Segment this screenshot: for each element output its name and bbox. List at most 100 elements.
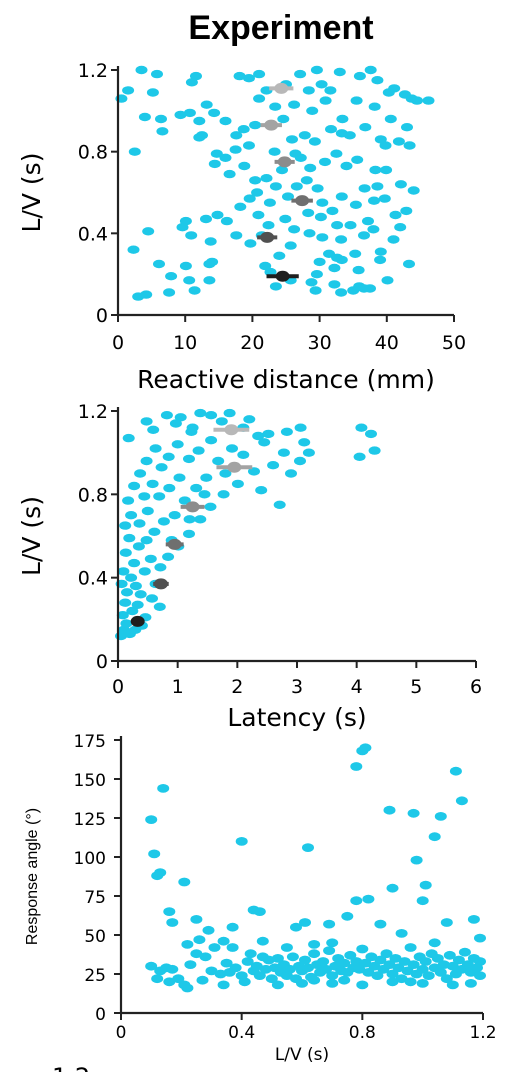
x-tick-label: 40: [375, 332, 399, 354]
data-point: [144, 554, 157, 564]
data-point: [154, 563, 167, 572]
data-point: [214, 969, 227, 979]
x-tick-label: 3: [291, 676, 303, 698]
y-tick-label: 0: [96, 651, 108, 673]
figure-title: Experiment: [188, 9, 373, 47]
data-point: [190, 915, 203, 924]
data-point: [128, 147, 141, 156]
mean-marker: [274, 82, 289, 94]
y-tick-label: 1.2: [78, 401, 108, 423]
data-point: [258, 438, 271, 447]
data-point: [183, 515, 196, 524]
data-point: [384, 114, 397, 124]
data-point: [140, 456, 153, 466]
data-point: [200, 473, 213, 482]
data-point: [146, 479, 159, 489]
data-point: [299, 955, 311, 965]
mean-marker: [260, 231, 275, 243]
data-point: [352, 265, 365, 275]
data-point: [326, 938, 339, 948]
data-point: [368, 196, 380, 205]
data-point: [149, 444, 162, 453]
data-point: [157, 784, 170, 793]
data-point: [263, 198, 276, 207]
y-tick-label: 0: [95, 1005, 106, 1025]
data-point: [154, 868, 167, 877]
data-point: [260, 174, 273, 183]
y-tick-label: 175: [74, 732, 106, 752]
data-point: [365, 952, 378, 962]
x-tick-label: 10: [173, 332, 197, 354]
data-point: [133, 519, 146, 528]
data-point: [208, 943, 221, 952]
data-point: [364, 65, 377, 75]
x-tick-label: 20: [240, 332, 264, 354]
data-point: [311, 184, 324, 193]
y-tick-label: 50: [84, 927, 106, 947]
data-point: [267, 461, 280, 470]
data-point: [411, 96, 423, 105]
data-point: [251, 188, 264, 197]
data-point: [434, 968, 447, 977]
x-tick-label: 30: [308, 332, 332, 354]
data-point: [248, 467, 260, 476]
data-point: [255, 486, 268, 495]
data-point: [359, 123, 372, 132]
mean-marker: [130, 615, 145, 627]
mean-marker: [185, 501, 200, 513]
data-point: [326, 971, 339, 980]
data-point: [153, 492, 166, 501]
data-point: [235, 837, 248, 846]
data-point: [151, 974, 164, 984]
data-point: [353, 452, 366, 461]
data-point: [350, 957, 363, 966]
data-point: [253, 94, 266, 103]
data-point: [138, 492, 151, 501]
data-point: [283, 964, 296, 974]
x-tick-label: 5: [410, 676, 422, 698]
data-point: [259, 261, 272, 271]
data-point: [330, 149, 343, 158]
data-point: [142, 227, 155, 236]
data-point: [290, 182, 303, 191]
data-point: [241, 957, 254, 966]
data-point: [138, 112, 151, 122]
data-point: [296, 979, 308, 988]
data-point: [122, 86, 135, 95]
data-point: [183, 529, 195, 539]
data-point: [129, 581, 142, 591]
data-point: [233, 71, 246, 81]
data-point: [181, 940, 194, 949]
data-point: [122, 433, 135, 443]
data-point: [194, 408, 207, 418]
data-point: [156, 127, 169, 136]
trailing-fragment: 1.2: [52, 1063, 90, 1072]
data-point: [368, 961, 381, 971]
data-point: [350, 896, 363, 906]
data-point: [335, 288, 348, 297]
data-point: [383, 960, 396, 969]
data-point: [308, 975, 321, 985]
data-point: [121, 588, 133, 597]
data-point: [353, 71, 366, 81]
data-point: [452, 955, 465, 965]
data-point: [335, 255, 348, 265]
data-point: [359, 743, 372, 753]
data-point: [123, 533, 136, 543]
data-point: [467, 915, 480, 924]
data-point: [249, 176, 262, 185]
data-point: [237, 125, 250, 134]
data-point: [304, 163, 317, 173]
data-point: [319, 157, 331, 167]
data-point: [166, 964, 179, 974]
data-point: [238, 161, 251, 171]
data-point: [431, 954, 444, 963]
data-point: [419, 880, 432, 890]
mean-marker: [167, 538, 182, 550]
data-point: [349, 249, 362, 258]
data-point: [290, 922, 302, 932]
data-point: [358, 184, 371, 193]
data-point: [237, 450, 250, 459]
x-tick-label: 6: [470, 676, 482, 698]
data-point: [165, 272, 178, 281]
